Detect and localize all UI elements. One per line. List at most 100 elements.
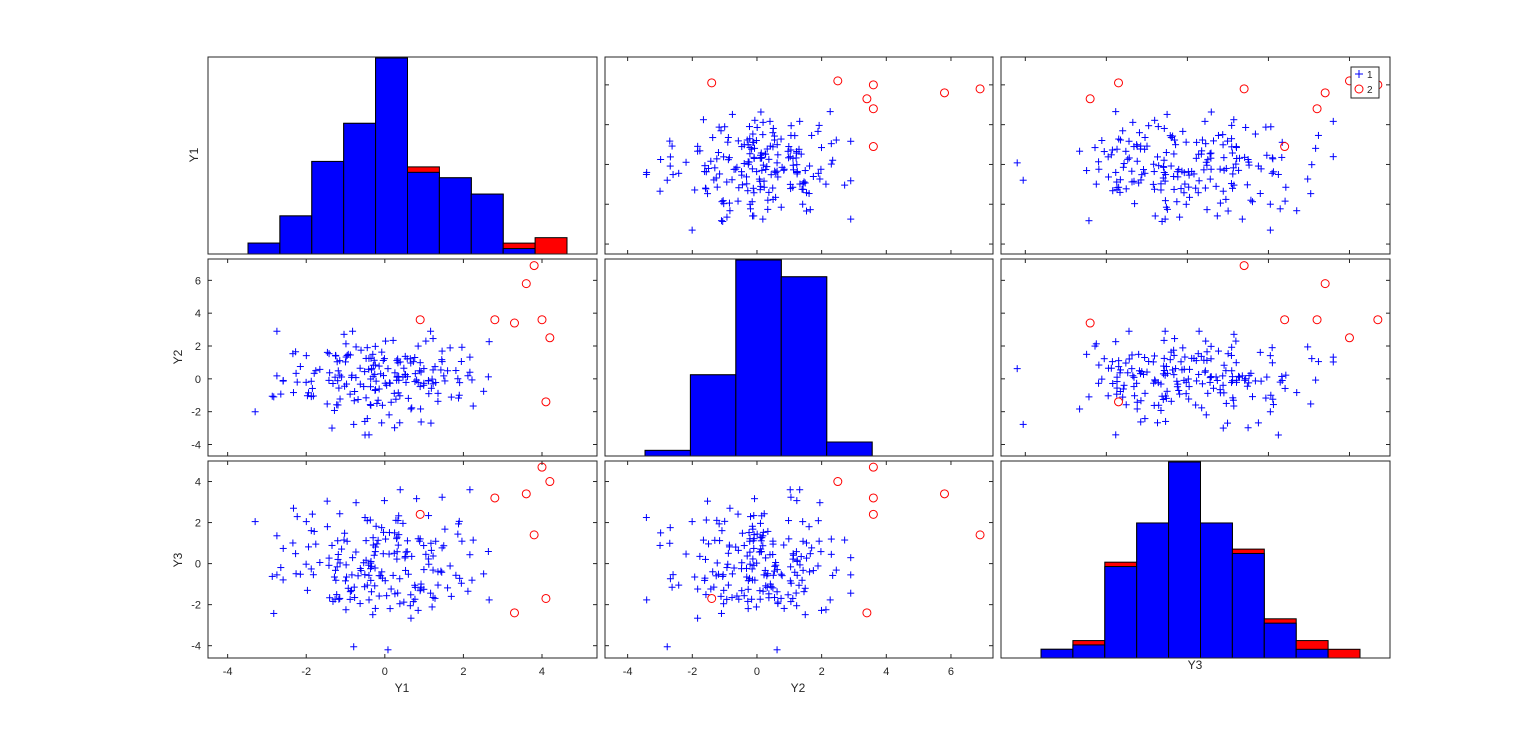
point-group1 xyxy=(377,370,385,378)
point-group1 xyxy=(1163,205,1171,213)
point-group1 xyxy=(464,587,472,595)
point-group1 xyxy=(751,144,759,152)
point-group1 xyxy=(728,176,736,184)
point-group1 xyxy=(1201,117,1209,125)
point-group1 xyxy=(385,411,393,419)
point-group1 xyxy=(725,543,733,551)
point-group1 xyxy=(447,592,455,600)
point-group1 xyxy=(1169,366,1177,374)
legend-marker-circle-icon xyxy=(1354,84,1364,94)
point-group1 xyxy=(303,392,311,400)
point-group1 xyxy=(393,357,401,365)
point-group1 xyxy=(367,383,375,391)
panel-frame xyxy=(207,460,598,659)
point-group1 xyxy=(756,186,764,194)
point-group1 xyxy=(1171,335,1179,343)
point-group1 xyxy=(369,534,377,542)
point-group1 xyxy=(1154,419,1162,427)
point-group1 xyxy=(765,188,773,196)
point-group1 xyxy=(438,568,446,576)
point-group1 xyxy=(756,154,764,162)
point-group1 xyxy=(346,595,354,603)
point-group1 xyxy=(429,566,437,574)
point-group1 xyxy=(1149,358,1157,366)
point-group2 xyxy=(1239,84,1249,94)
panel-frame xyxy=(604,258,994,457)
point-group1 xyxy=(816,499,824,507)
histogram-bar-group1 xyxy=(1295,648,1329,659)
point-group1 xyxy=(1160,362,1168,370)
point-group1 xyxy=(1141,389,1149,397)
point-group1 xyxy=(753,168,761,176)
point-group1 xyxy=(724,560,732,568)
point-group1 xyxy=(1129,118,1137,126)
point-group1 xyxy=(790,166,798,174)
point-group1 xyxy=(420,542,428,550)
point-group1 xyxy=(1193,377,1201,385)
point-group1 xyxy=(772,193,780,201)
point-group1 xyxy=(367,588,375,596)
point-group2 xyxy=(541,593,551,603)
point-group1 xyxy=(1124,155,1132,163)
point-group1 xyxy=(367,576,375,584)
row-label-y3: Y3 xyxy=(171,552,185,567)
point-group1 xyxy=(750,544,758,552)
point-group1 xyxy=(1266,226,1274,234)
point-group1 xyxy=(458,343,466,351)
point-group1 xyxy=(721,517,729,525)
point-group1 xyxy=(277,390,285,398)
point-group1 xyxy=(793,167,801,175)
point-group1 xyxy=(1232,337,1240,345)
point-group1 xyxy=(1180,189,1188,197)
point-group1 xyxy=(1113,178,1121,186)
point-group1 xyxy=(1177,185,1185,193)
point-group1 xyxy=(1138,171,1146,179)
point-group1 xyxy=(375,385,383,393)
point-group2 xyxy=(975,530,985,540)
histogram-bar-group1 xyxy=(1136,522,1170,659)
point-group1 xyxy=(400,364,408,372)
point-group1 xyxy=(401,554,409,562)
point-group1 xyxy=(714,149,722,157)
point-group1 xyxy=(717,127,725,135)
point-group1 xyxy=(756,595,764,603)
point-group1 xyxy=(1117,136,1125,144)
point-group1 xyxy=(428,603,436,611)
point-group1 xyxy=(1109,380,1117,388)
point-group1 xyxy=(826,596,834,604)
x-tick-label: 2 xyxy=(460,666,466,678)
point-group1 xyxy=(1181,180,1189,188)
x-tick-label: 2 xyxy=(819,666,825,678)
point-group1 xyxy=(702,591,710,599)
point-group1 xyxy=(728,110,736,118)
point-group1 xyxy=(1179,344,1187,352)
point-group1 xyxy=(738,143,746,151)
point-group1 xyxy=(1149,180,1157,188)
point-group1 xyxy=(797,150,805,158)
point-group1 xyxy=(1219,187,1227,195)
point-group1 xyxy=(293,513,301,521)
point-group1 xyxy=(372,522,380,530)
point-group1 xyxy=(800,588,808,596)
point-group1 xyxy=(432,537,440,545)
point-group1 xyxy=(1160,336,1168,344)
point-group1 xyxy=(1141,353,1149,361)
point-group1 xyxy=(369,350,377,358)
point-group1 xyxy=(1182,138,1190,146)
point-group1 xyxy=(333,591,341,599)
point-group1 xyxy=(1228,149,1236,157)
point-group1 xyxy=(1159,370,1167,378)
point-group1 xyxy=(403,548,411,556)
point-group1 xyxy=(444,584,452,592)
point-group1 xyxy=(1130,177,1138,185)
point-group1 xyxy=(759,215,767,223)
point-group1 xyxy=(384,365,392,373)
point-group2 xyxy=(868,104,878,114)
point-group1 xyxy=(371,342,379,350)
point-group1 xyxy=(1235,166,1243,174)
point-group1 xyxy=(378,574,386,582)
point-group1 xyxy=(408,404,416,412)
point-group1 xyxy=(427,419,435,427)
point-group2 xyxy=(415,509,425,519)
point-group1 xyxy=(748,595,756,603)
